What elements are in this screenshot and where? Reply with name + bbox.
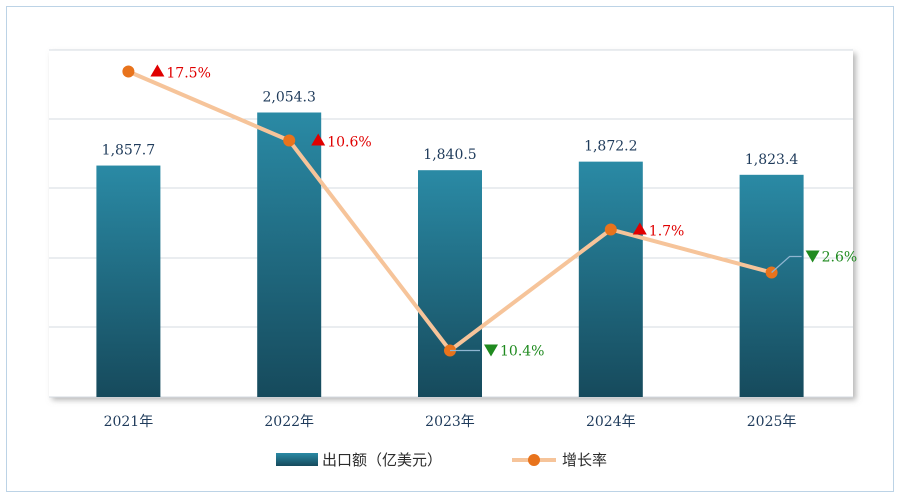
growth-rate-label: 1.7% [649, 224, 685, 240]
bar [257, 112, 322, 397]
bar-value-labels: 1,857.7 2,054.3 1,840.5 1,872.2 1,823.4 [102, 90, 799, 168]
bar [739, 174, 804, 397]
x-tick-label: 2022年 [264, 414, 314, 430]
legend-bar-swatch [276, 453, 318, 466]
bar [418, 170, 482, 397]
growth-rate-label: 17.5% [166, 66, 210, 82]
x-tick-label: 2024年 [586, 414, 636, 430]
growth-rate-labels: 17.5% 10.6% 10.4% 1.7% 2.6% [150, 64, 858, 360]
legend-line-label: 增长率 [562, 451, 607, 469]
legend-bar-label: 出口额（亿美元） [322, 451, 442, 469]
x-tick-label: 2023年 [425, 414, 475, 430]
bar-value-label: 1,872.2 [584, 139, 637, 155]
bar-value-label: 1,840.5 [423, 147, 476, 163]
down-arrow-icon [484, 344, 498, 357]
x-tick-label: 2021年 [104, 414, 154, 430]
growth-rate-label: 2.6% [822, 250, 858, 266]
x-axis-tick-labels: 2021年 2022年 2023年 2024年 2025年 [104, 414, 797, 430]
growth-rate-label: 10.6% [327, 135, 371, 151]
bar [96, 165, 161, 397]
growth-rate-marker [283, 134, 296, 147]
legend-line-marker [528, 454, 540, 466]
x-tick-label: 2025年 [747, 414, 797, 430]
leader-line [771, 255, 802, 273]
bars [96, 112, 804, 397]
bar-value-label: 2,054.3 [262, 90, 315, 106]
up-arrow-icon [150, 64, 165, 77]
down-arrow-icon [805, 250, 820, 263]
bar [578, 161, 643, 397]
growth-rate-marker [122, 65, 135, 78]
bar-value-label: 1,823.4 [745, 152, 799, 168]
growth-rate-marker [604, 223, 617, 236]
up-arrow-icon [311, 133, 326, 146]
legend: 出口额（亿美元） 增长率 [276, 451, 607, 469]
growth-rate-label: 10.4% [500, 344, 544, 360]
up-arrow-icon [632, 222, 647, 235]
bar-value-label: 1,857.7 [102, 143, 155, 159]
